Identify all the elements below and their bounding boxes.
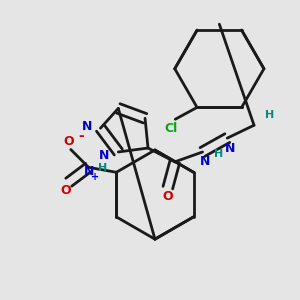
Text: -: - [78, 129, 84, 142]
Text: H: H [214, 149, 223, 159]
Text: O: O [61, 184, 71, 196]
Text: H: H [98, 163, 107, 173]
Text: Cl: Cl [165, 122, 178, 135]
Text: N: N [81, 120, 92, 133]
Text: O: O [64, 135, 74, 148]
Text: H: H [265, 110, 274, 120]
Text: N: N [83, 165, 94, 178]
Text: N: N [225, 142, 236, 154]
Text: +: + [92, 172, 100, 182]
Text: O: O [163, 190, 173, 203]
Text: N: N [99, 149, 110, 162]
Text: N: N [200, 155, 211, 168]
